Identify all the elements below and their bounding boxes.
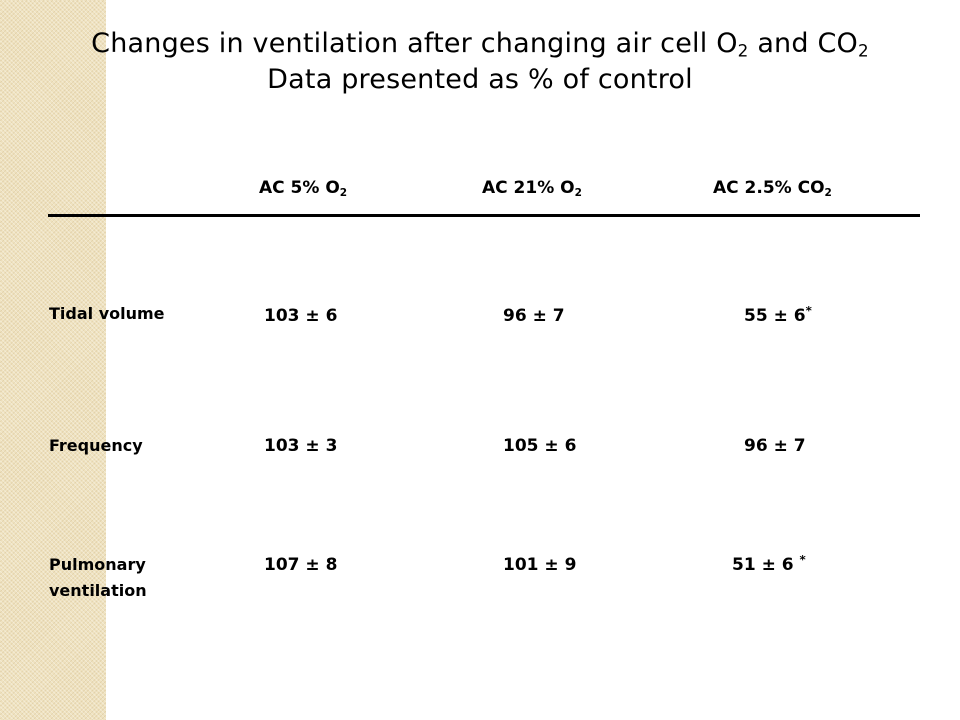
row-label-pulmonary-ventilation: Pulmonary ventilation — [49, 555, 147, 600]
table-cell: 96 ± 7 — [744, 436, 806, 456]
subscript: 2 — [737, 40, 749, 61]
cell-value: 107 ± 8 — [264, 555, 338, 575]
slide-title: Changes in ventilation after changing ai… — [0, 26, 960, 98]
cell-value: 55 ± 6 — [744, 306, 806, 326]
table-cell: 107 ± 8 — [264, 555, 337, 575]
table-cell: 51 ± 6 * — [732, 552, 806, 575]
table-cell: 55 ± 6* — [744, 303, 812, 326]
row-label-frequency: Frequency — [49, 436, 143, 455]
header-text: AC 21% O — [482, 178, 575, 198]
table-cell: 103 ± 3 — [264, 436, 337, 456]
subscript: 2 — [339, 186, 348, 199]
title-text: and CO — [748, 28, 858, 59]
table-cell: 101 ± 9 — [503, 555, 576, 575]
subscript: 2 — [824, 186, 832, 199]
column-header-ac-21-o2: AC 21% O2 — [482, 178, 582, 198]
header-text: AC 5% O — [259, 178, 340, 198]
table-cell: 96 ± 7 — [503, 306, 565, 326]
row-label-tidal-volume: Tidal volume — [49, 304, 165, 323]
header-divider — [48, 214, 920, 217]
cell-value: 96 ± 7 — [503, 306, 565, 326]
table-cell: 103 ± 6 — [264, 306, 337, 326]
subscript: 2 — [574, 186, 582, 199]
cell-value: 51 ± 6 — [732, 555, 800, 575]
subscript: 2 — [858, 40, 869, 61]
title-text: Changes in ventilation after changing ai… — [91, 28, 738, 59]
cell-value: 103 ± 6 — [264, 306, 338, 326]
cell-value: 103 ± 3 — [264, 436, 338, 456]
significance-mark: * — [799, 552, 806, 567]
column-header-ac-2-5-co2: AC 2.5% CO2 — [713, 178, 832, 198]
column-header-ac-5-o2: AC 5% O2 — [259, 178, 347, 198]
significance-mark: * — [805, 303, 812, 318]
cell-value: 105 ± 6 — [503, 436, 577, 456]
cell-value: 101 ± 9 — [503, 555, 577, 575]
header-text: AC 2.5% CO — [713, 178, 825, 198]
cell-value: 96 ± 7 — [744, 436, 806, 456]
title-line-2: Data presented as % of control — [267, 64, 693, 95]
table-cell: 105 ± 6 — [503, 436, 576, 456]
title-line-1: Changes in ventilation after changing ai… — [0, 26, 960, 62]
decorative-side-band — [0, 0, 106, 720]
